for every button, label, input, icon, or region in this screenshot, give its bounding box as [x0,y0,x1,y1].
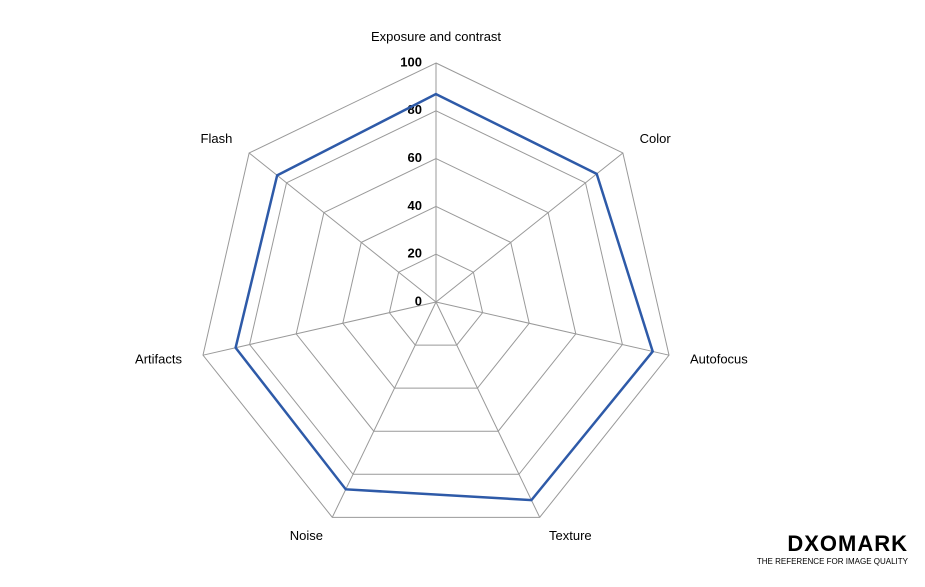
brand-tagline: THE REFERENCE FOR IMAGE QUALITY [757,557,909,566]
spoke [435,152,624,303]
grid-ring [342,205,530,389]
spoke [202,301,437,356]
r-tick-label: 20 [408,246,422,261]
axis-label: Color [640,131,672,146]
spoke [331,301,437,518]
grid-ring [295,158,577,432]
axis-label: Texture [549,528,592,543]
grid-ring [388,253,484,346]
axis-label: Autofocus [690,351,748,366]
axis-label: Noise [290,528,323,543]
r-tick-label: 0 [415,293,422,308]
axis-label: Exposure and contrast [371,29,501,44]
grid-ring [202,62,670,518]
r-tick-label: 40 [408,198,422,213]
spoke [435,301,670,356]
axis-label: Flash [201,131,233,146]
series-outline [234,92,655,502]
grid-ring [249,110,623,475]
spoke [248,152,437,303]
spoke [435,301,541,518]
r-tick-label: 100 [400,54,422,69]
r-tick-label: 60 [408,150,422,165]
axis-label: Artifacts [135,351,182,366]
brand-name: DXOMARK [787,531,908,556]
